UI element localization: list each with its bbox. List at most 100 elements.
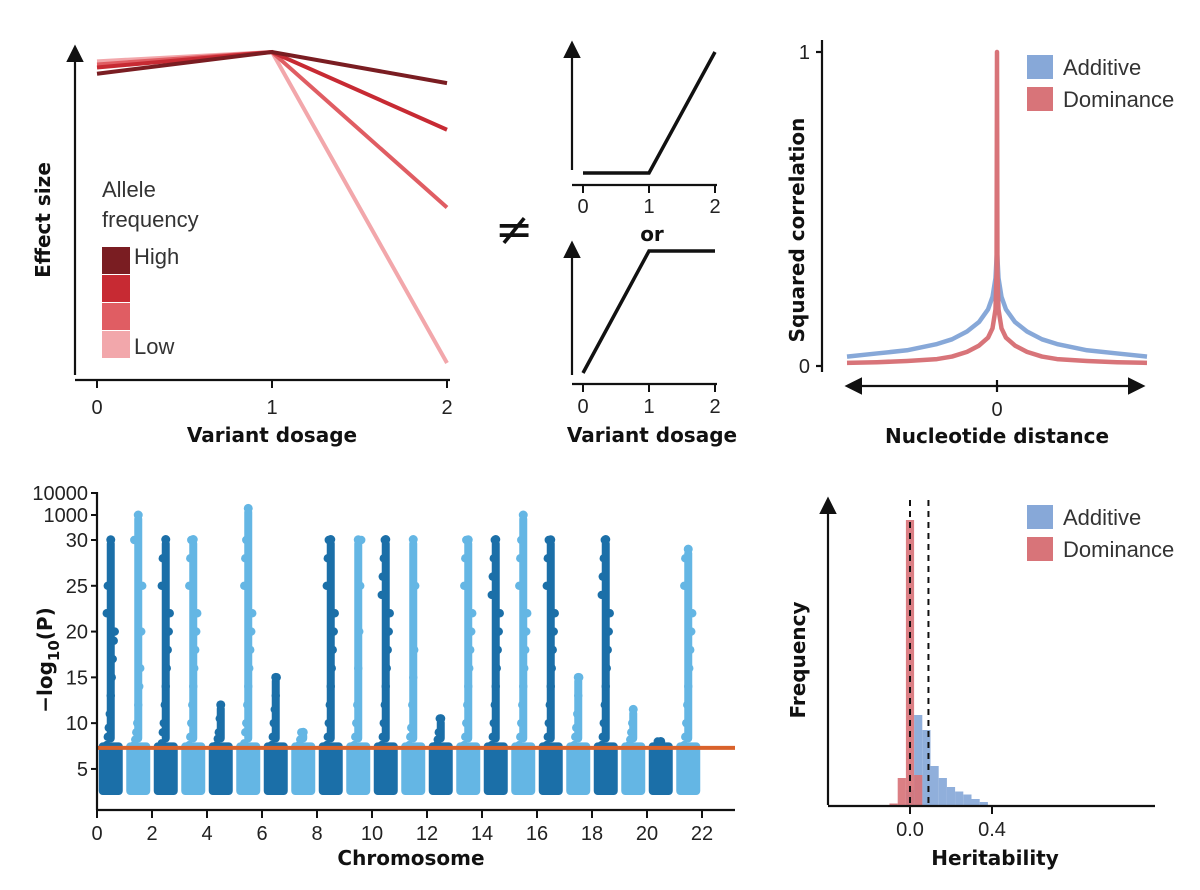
manhattan-point	[186, 732, 195, 742]
p4-x-tick-label: 14	[471, 823, 493, 845]
manhattan-point	[268, 732, 277, 742]
legend-swatch	[102, 275, 130, 302]
p1-x-tick-label: 1	[266, 397, 277, 419]
manhattan-column	[326, 539, 335, 743]
p5-bar-dominance	[914, 775, 923, 805]
legend-swatch	[102, 331, 130, 358]
manhattan-point	[162, 664, 171, 673]
manhattan-point	[545, 700, 554, 710]
manhattan-peak-point	[518, 510, 528, 520]
p4-x-tick-label: 12	[416, 823, 438, 845]
manhattan-point	[682, 718, 691, 728]
manhattan-point	[466, 645, 475, 655]
p4-x-tick-label: 8	[311, 823, 322, 845]
p3-series-lines	[846, 49, 1148, 366]
manhattan-point	[159, 718, 168, 728]
p4-y-tick-label: 5	[77, 759, 88, 781]
p4-x-ticks: 0 2 4 6 8 10 12 14 16 18 20 22	[91, 810, 713, 845]
legend-swatch-dominance	[1027, 87, 1053, 111]
manhattan-point	[157, 739, 166, 748]
p3-y-tick-label-1: 1	[799, 42, 810, 64]
manhattan-band	[511, 742, 536, 795]
manhattan-point	[191, 645, 200, 655]
manhattan-point	[380, 700, 389, 710]
manhattan-point	[296, 735, 305, 744]
manhattan-column	[601, 539, 610, 743]
manhattan-point	[434, 728, 443, 737]
manhattan-point	[467, 627, 476, 636]
manhattan-point	[104, 723, 113, 732]
manhattan-point	[215, 714, 224, 723]
manhattan-point	[351, 732, 360, 742]
manhattan-point	[107, 673, 116, 682]
manhattan-point	[161, 682, 170, 691]
p5-x-tick-label: 0.0	[896, 819, 924, 841]
manhattan-point	[269, 718, 278, 728]
manhattan-point	[601, 682, 610, 691]
manhattan-point	[409, 673, 418, 682]
manhattan-point	[488, 572, 497, 581]
manhattan-column	[491, 539, 500, 743]
legend-swatch-additive-2	[1027, 505, 1053, 529]
p1-x-label: Variant dosage	[187, 423, 357, 447]
manhattan-point	[516, 732, 525, 742]
legend-low-label: Low	[134, 334, 174, 359]
manhattan-peak-point	[298, 727, 308, 737]
legend-swatch-additive	[1027, 55, 1053, 79]
manhattan-point	[160, 700, 169, 710]
legend-label-dominance: Dominance	[1063, 87, 1174, 112]
manhattan-peak-point	[161, 535, 171, 545]
manhattan-point	[573, 709, 582, 719]
manhattan-point	[543, 732, 552, 742]
manhattan-point	[245, 664, 254, 673]
panel-effect-size: 0 1 2 Variant dosage Effect size Allele fr…	[31, 44, 453, 447]
manhattan-point	[103, 732, 112, 742]
p2-top-curve	[583, 51, 717, 175]
manhattan-point	[543, 554, 552, 563]
manhattan-peak-point	[271, 672, 281, 682]
manhattan-point	[328, 645, 337, 655]
manhattan-point	[687, 627, 696, 636]
manhattan-band	[181, 742, 206, 795]
manhattan-column	[546, 539, 555, 743]
p3-y-tick-label-0: 0	[799, 356, 810, 378]
allele-frequency-legend: Allele frequency High Low	[102, 177, 199, 359]
manhattan-point	[243, 700, 252, 710]
manhattan-point	[547, 664, 556, 673]
manhattan-point	[522, 627, 531, 636]
manhattan-point	[550, 609, 559, 618]
p4-y-tick-label: 15	[66, 667, 88, 689]
p2-x-tick-label: 2	[709, 396, 720, 418]
p4-x-tick-label: 4	[201, 823, 212, 845]
manhattan-point	[490, 700, 499, 710]
p4-y-label: −log10(P)	[33, 607, 63, 713]
manhattan-point	[102, 609, 111, 618]
manhattan-point	[493, 645, 502, 655]
manhattan-point	[460, 581, 469, 590]
p5-histogram-bars	[889, 520, 988, 805]
manhattan-point	[494, 627, 503, 636]
p5-reference-lines	[909, 500, 930, 806]
manhattan-point	[193, 609, 202, 618]
p1-y-label: Effect size	[31, 162, 55, 278]
p2-x-tick-label: 0	[577, 396, 588, 418]
manhattan-band	[566, 742, 591, 795]
p4-y-tick-label: 30	[66, 530, 88, 552]
manhattan-point	[597, 590, 606, 600]
manhattan-point	[214, 728, 223, 737]
manhattan-band	[538, 742, 563, 795]
p1-series-line	[96, 49, 448, 132]
manhattan-point	[546, 682, 555, 691]
manhattan-band	[291, 742, 316, 795]
p5-bar-dominance	[905, 520, 915, 805]
manhattan-peak-point	[463, 535, 473, 545]
p4-x-tick-label: 16	[526, 823, 548, 845]
manhattan-point	[382, 664, 391, 673]
manhattan-peak-point	[106, 535, 116, 545]
manhattan-point	[270, 705, 279, 714]
manhattan-point	[523, 609, 532, 618]
panel-heritability: 0.0 0.4 Heritability Frequency Additive D…	[786, 496, 1174, 870]
manhattan-point	[132, 728, 141, 737]
p5-bar-additive	[979, 802, 988, 805]
